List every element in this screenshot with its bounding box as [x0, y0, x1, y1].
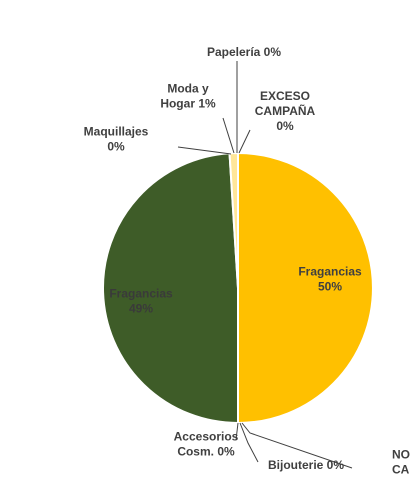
- data-label-7: Papelería 0%: [207, 45, 281, 59]
- leader-line-5: [178, 147, 231, 154]
- data-label-8: EXCESO CAMPAÑA 0%: [255, 89, 316, 133]
- data-label-2: Bijouterie 0%: [268, 458, 344, 472]
- data-label-1: NOCAMPAÑA: [392, 448, 410, 477]
- data-label-6: Moda y Hogar 1%: [160, 82, 216, 111]
- pie-slice-0: [238, 153, 373, 423]
- leader-line-6: [223, 118, 234, 153]
- data-label-5: Maquillajes 0%: [84, 125, 149, 154]
- data-label-3: Accesorios Cosm. 0%: [174, 430, 239, 459]
- leader-line-8: [239, 130, 250, 153]
- leader-line-2: [240, 423, 258, 462]
